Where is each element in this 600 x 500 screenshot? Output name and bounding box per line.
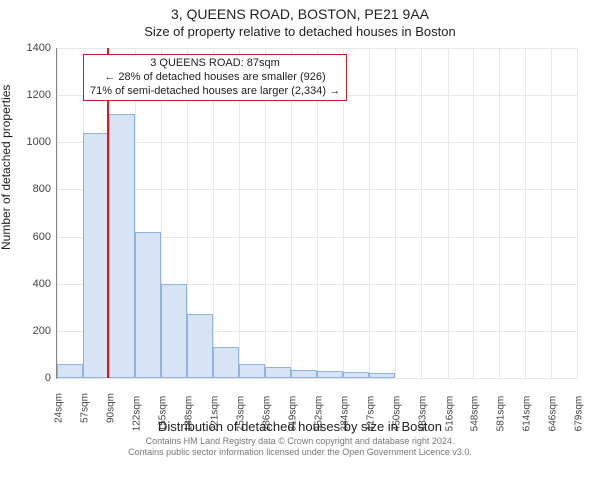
y-tick-label: 1000: [27, 136, 57, 148]
annotation-line: 71% of semi-detached houses are larger (…: [90, 85, 340, 99]
gridline-v: [448, 48, 449, 378]
chart-area: Number of detached properties 0200400600…: [0, 40, 600, 460]
y-tick-label: 800: [33, 183, 57, 195]
page-subtitle: Size of property relative to detached ho…: [0, 22, 600, 39]
y-tick-label: 1200: [27, 89, 57, 101]
x-axis-label: Distribution of detached houses by size …: [0, 419, 600, 434]
gridline-v: [57, 48, 58, 378]
annotation-line: ← 28% of detached houses are smaller (92…: [90, 71, 340, 85]
y-tick-label: 200: [33, 325, 57, 337]
histogram-bar: [213, 347, 238, 378]
gridline-v: [525, 48, 526, 378]
gridline-v: [577, 48, 578, 378]
annotation-line: 3 QUEENS ROAD: 87sqm: [90, 57, 340, 71]
annotation-box: 3 QUEENS ROAD: 87sqm← 28% of detached ho…: [83, 54, 347, 101]
histogram-bar: [187, 314, 213, 378]
histogram-plot: 020040060080010001200140024sqm57sqm90sqm…: [56, 48, 577, 379]
gridline-v: [421, 48, 422, 378]
histogram-bar: [317, 371, 342, 378]
histogram-bar: [369, 373, 395, 378]
histogram-bar: [343, 372, 369, 378]
y-tick-label: 400: [33, 278, 57, 290]
gridline-h: [57, 378, 577, 379]
footer-line: Contains public sector information licen…: [0, 447, 600, 458]
histogram-bar: [83, 133, 109, 378]
histogram-bar: [109, 114, 134, 378]
y-tick-label: 1400: [27, 42, 57, 54]
y-tick-label: 0: [45, 372, 57, 384]
gridline-v: [395, 48, 396, 378]
y-axis-label: Number of detached properties: [0, 85, 13, 250]
y-tick-label: 600: [33, 231, 57, 243]
histogram-bar: [291, 370, 317, 378]
histogram-bar: [135, 232, 161, 378]
histogram-bar: [161, 284, 187, 378]
gridline-v: [499, 48, 500, 378]
gridline-v: [473, 48, 474, 378]
histogram-bar: [265, 367, 291, 378]
attribution-footer: Contains HM Land Registry data © Crown c…: [0, 436, 600, 458]
histogram-bar: [239, 364, 265, 378]
histogram-bar: [57, 364, 83, 378]
page-title: 3, QUEENS ROAD, BOSTON, PE21 9AA: [0, 0, 600, 22]
gridline-v: [369, 48, 370, 378]
footer-line: Contains HM Land Registry data © Crown c…: [0, 436, 600, 447]
gridline-v: [551, 48, 552, 378]
